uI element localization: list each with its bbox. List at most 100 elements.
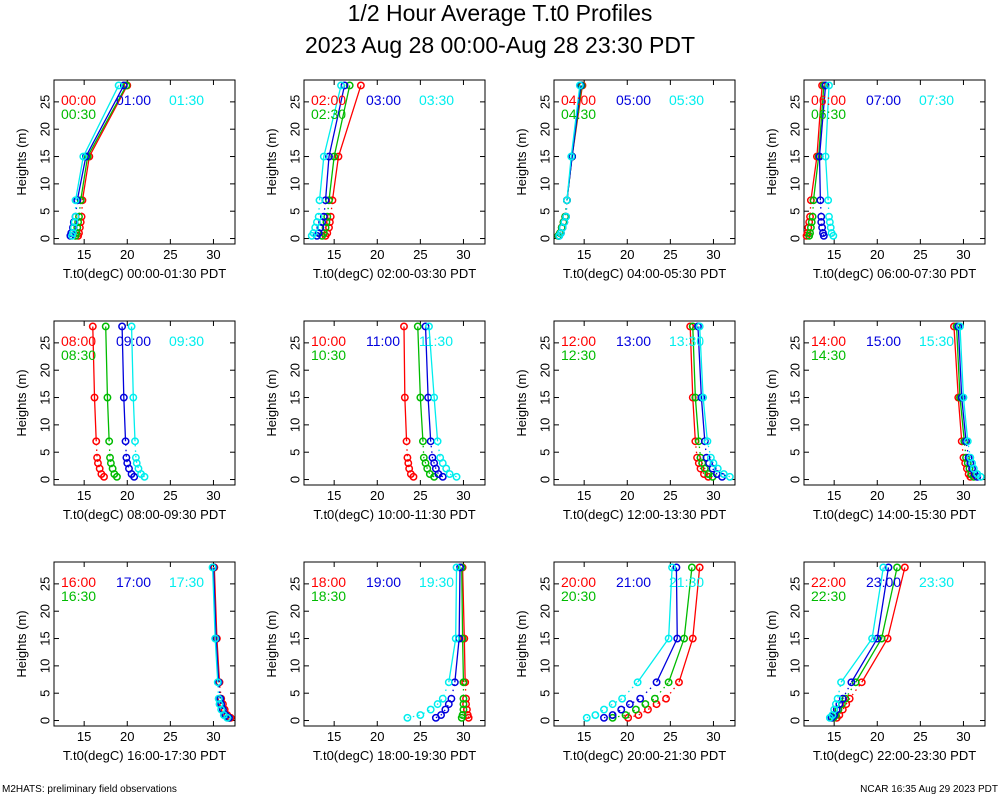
x-tick-label: 20 [370,247,384,262]
x-tick-label: 30 [956,488,970,503]
series-line [655,567,678,683]
data-point [695,563,704,572]
y-tick-label: 10 [287,177,302,191]
y-tick-label: 0 [37,717,52,724]
x-tick-label: 25 [663,247,677,262]
data-point [825,218,834,227]
legend-label: 20:00 [561,574,596,590]
x-tick-label: 20 [120,247,134,262]
plot-frame [803,320,986,486]
x-tick-label: 20 [870,488,884,503]
series-line [130,326,136,442]
y-axis-label: Heights (m) [764,369,779,436]
data-point [337,81,346,90]
x-tick-label: 20 [620,247,634,262]
x-tick-label: 30 [206,488,220,503]
data-point [122,453,131,462]
data-point [416,393,425,402]
series-0330 [307,81,346,240]
data-point [330,152,339,161]
data-point [600,705,608,714]
data-point [441,705,450,714]
data-point [567,152,576,161]
x-axis-label: T.t0(degC) 02:00-03:30 PDT [313,266,476,281]
data-point [608,713,617,722]
x-tick-label: 25 [913,488,927,503]
data-point [323,212,332,221]
data-point [879,563,888,572]
legend-label: 06:00 [811,92,846,108]
data-point [445,470,454,479]
y-tick-label: 25 [787,95,802,109]
y-tick-label: 20 [287,122,302,136]
y-tick-label: 20 [537,122,552,136]
legend-label: 03:00 [366,92,401,108]
y-tick-label: 25 [287,577,302,591]
series-1330 [695,322,734,481]
series-line [428,326,439,442]
series-line [331,85,362,201]
series-line [318,85,342,201]
data-point [403,713,412,722]
x-tick-label: 20 [870,729,884,744]
y-axis-label: Heights (m) [14,369,29,436]
data-point [816,196,825,205]
y-tick-label: 15 [537,631,552,645]
data-point [93,453,102,462]
data-point [79,152,88,161]
y-tick-label: 10 [787,177,802,191]
plot-frame [553,79,736,245]
data-point [600,713,608,722]
x-tick-label: 20 [870,247,884,262]
data-point [70,218,79,227]
data-point [608,700,617,709]
y-axis-label: Heights (m) [514,610,529,677]
data-point [319,212,328,221]
data-point [459,678,468,687]
legend-label: 06:30 [811,106,846,122]
series-line [213,567,221,683]
data-point [436,453,445,462]
series-0700 [815,81,830,240]
y-tick-label: 0 [37,235,52,242]
series-line [637,567,673,683]
data-point [418,437,427,446]
data-point [119,393,128,402]
data-point [806,223,815,232]
data-point [825,212,833,221]
series-2100 [600,563,682,722]
data-point [75,212,83,221]
y-tick-label: 15 [787,149,802,163]
series-1130 [425,322,461,481]
data-point [132,459,141,468]
data-point [962,453,970,462]
data-point [608,711,617,720]
data-point [973,470,982,479]
series-line [855,567,898,683]
panel-3: 15 20 25 30 0 5 10 15 20 25 T.t0(degC) 06:00-07:30… [764,79,986,281]
y-tick-label: 20 [537,604,552,618]
y-tick-label: 0 [287,235,302,242]
data-point [69,223,78,232]
y-tick-label: 0 [287,717,302,724]
data-point [459,705,468,714]
x-tick-label: 20 [120,729,134,744]
data-point [345,81,354,90]
panel-5: 15 20 25 30 0 5 10 15 20 25 T.t0(degC) 10:00-11:30… [264,320,486,522]
series-line [850,567,890,683]
y-tick-label: 10 [787,418,802,432]
data-point [818,223,827,232]
y-tick-label: 15 [787,631,802,645]
series-line [566,85,581,201]
series-line [424,326,432,442]
legend-label: 04:30 [561,106,596,122]
y-tick-label: 0 [787,235,802,242]
panel-2: 15 20 25 30 0 5 10 15 20 25 T.t0(degC) 04:00-05:30… [514,79,736,281]
legend-label: 09:30 [169,333,204,349]
series-line [461,567,466,683]
data-point [118,322,127,331]
y-axis-label: Heights (m) [264,610,279,677]
data-point [404,459,413,468]
series-1730 [208,563,232,722]
